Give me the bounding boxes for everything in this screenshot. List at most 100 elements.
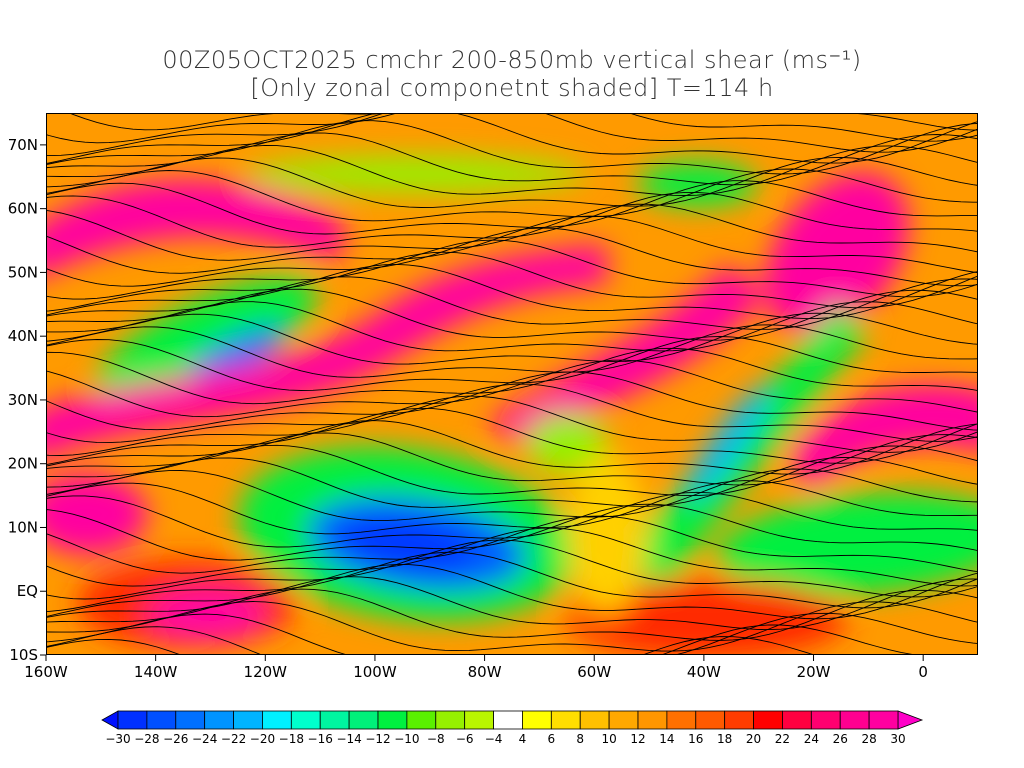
shear-region (685, 386, 769, 502)
lon-tick-label: 100W (353, 663, 397, 681)
streamline (47, 491, 977, 548)
colorbar-label: 16 (688, 732, 703, 746)
colorbar-swatch (175, 710, 206, 730)
colorbar-label: −28 (134, 732, 159, 746)
streamline (47, 120, 977, 175)
colorbar-swatch (753, 710, 783, 730)
shear-field (47, 114, 977, 654)
streamline (47, 612, 977, 654)
colorbar-label: −18 (279, 732, 304, 746)
colorbar-label: −6 (456, 732, 474, 746)
colorbar-label: −8 (427, 732, 445, 746)
colorbar-swatch (319, 710, 350, 730)
colorbar-swatch (724, 710, 754, 730)
streamline (47, 191, 977, 248)
streamline (47, 144, 977, 196)
lat-tick-label: 20N (8, 455, 38, 473)
shear-region (96, 276, 318, 402)
lon-tick-label: 0 (918, 663, 928, 681)
streamline (47, 480, 977, 535)
streamline (47, 312, 977, 365)
streamline (70, 114, 977, 131)
colorbar-label: 28 (861, 732, 876, 746)
colorbar-swatch (377, 710, 408, 730)
streamline (47, 215, 977, 274)
streamline (47, 371, 977, 431)
streamline (47, 420, 977, 475)
shear-region (247, 156, 587, 192)
colorbar-swatch (464, 710, 494, 730)
colorbar-label: 4 (519, 732, 527, 746)
lat-tick-label: 30N (8, 391, 38, 409)
colorbar-label: −22 (221, 732, 246, 746)
streamline (47, 180, 977, 235)
colorbar-label: −12 (365, 732, 390, 746)
colorbar-label: 14 (659, 732, 674, 746)
colorbar-swatch (666, 710, 697, 730)
streamline (47, 239, 977, 300)
shear-region (47, 474, 147, 554)
streamline (47, 588, 977, 641)
colorbar-swatch (233, 710, 263, 730)
colorbar-label: 12 (630, 732, 645, 746)
colorbar-swatch (868, 710, 899, 730)
streamline (47, 624, 913, 654)
streamline (47, 227, 977, 287)
colorbar-swatch (117, 710, 148, 730)
colorbar-label: −14 (336, 732, 361, 746)
lon-tick-label: 80W (468, 663, 502, 681)
colorbar-swatch (204, 710, 234, 730)
streamline (47, 114, 977, 164)
streamline (47, 324, 977, 378)
colorbar-label: 18 (717, 732, 732, 746)
streamline (47, 468, 977, 522)
colorbar-swatch (695, 710, 726, 730)
colorbar-label: 6 (548, 732, 556, 746)
streamline (47, 251, 977, 312)
colorbar-swatch (348, 710, 379, 730)
streamline (47, 444, 977, 497)
streamline (47, 564, 977, 620)
colorbar-label: −26 (163, 732, 188, 746)
colorbar-label: −30 (105, 732, 130, 746)
colorbar-swatch (810, 710, 841, 730)
colorbar-label: −24 (192, 732, 217, 746)
lat-tick-label: 10S (9, 646, 38, 664)
shear-region (567, 454, 647, 614)
colorbar-label: −4 (485, 732, 503, 746)
colorbar-swatch (782, 710, 812, 730)
streamline (47, 168, 977, 222)
streamline (47, 515, 977, 574)
streamline (47, 539, 977, 600)
lat-tick-label: EQ (17, 582, 38, 600)
lat-tick-label: 40N (8, 327, 38, 345)
colorbar-swatch (406, 710, 437, 730)
map-title: 00Z05OCT2025 cmchr 200-850mb vertical sh… (162, 46, 862, 74)
streamline (47, 156, 977, 208)
colorbar-swatch (839, 710, 870, 730)
colorbar-label: 24 (804, 732, 819, 746)
streamline (47, 601, 977, 652)
lat-tick-label: 50N (8, 263, 38, 281)
lat-tick-label: 60N (8, 200, 38, 218)
streamline (47, 203, 977, 261)
streamline (47, 301, 977, 352)
lat-tick-label: 70N (8, 136, 38, 154)
shear-map (46, 113, 978, 655)
colorbar-swatch (579, 710, 610, 730)
lon-tick-label: 60W (577, 663, 611, 681)
streamline (47, 114, 977, 157)
colorbar-high-arrow (897, 710, 924, 730)
streamline (47, 457, 977, 508)
streamline (47, 114, 977, 144)
lat-tick-label: 10N (8, 518, 38, 536)
colorbar: −30 −28 −26 −24 −22 −20 −18 −16 −14 −12 −10 −8 −6 −4 4… (101, 710, 924, 746)
lon-tick-label: 120W (244, 663, 288, 681)
streamline (47, 347, 977, 405)
streamline (47, 359, 977, 418)
colorbar-label: 8 (576, 732, 584, 746)
colorbar-swatch (146, 710, 177, 730)
colorbar-swatch (290, 710, 321, 730)
colorbar-low-arrow (101, 710, 119, 730)
